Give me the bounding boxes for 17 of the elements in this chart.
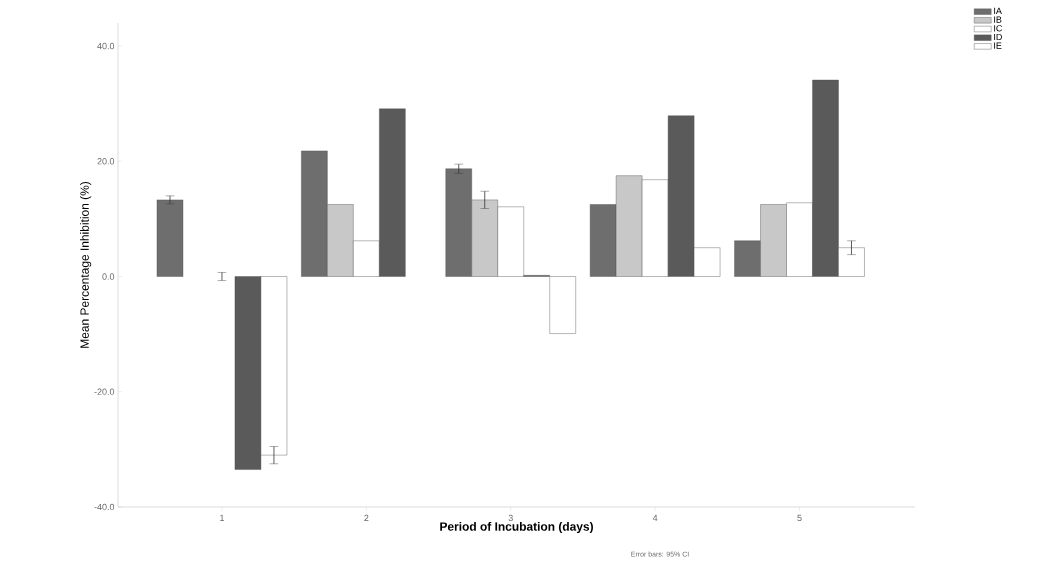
legend-label: IA <box>994 7 1002 14</box>
x-tick-label: 1 <box>220 514 225 521</box>
y-axis-title: Mean Percentage Inhibition (%) <box>80 182 92 348</box>
y-tick-label: 0.0 <box>102 273 115 280</box>
x-tick-label: 5 <box>797 514 802 522</box>
y-tick-label: -20.0 <box>94 388 115 395</box>
y-tick-label: 20.0 <box>97 158 115 165</box>
legend-label: IB <box>994 16 1002 23</box>
y-tick-label: 40.0 <box>97 42 115 50</box>
x-tick-label: 4 <box>652 514 658 521</box>
x-axis-title: Period of Incubation (days) <box>440 521 593 534</box>
legend-label: ID <box>994 33 1002 41</box>
x-tick-label: 2 <box>364 514 369 522</box>
legend-label: IE <box>994 42 1002 49</box>
y-tick-label: -40.0 <box>94 503 115 511</box>
x-tick-label: 3 <box>508 514 513 522</box>
legend-label: IC <box>994 25 1003 32</box>
